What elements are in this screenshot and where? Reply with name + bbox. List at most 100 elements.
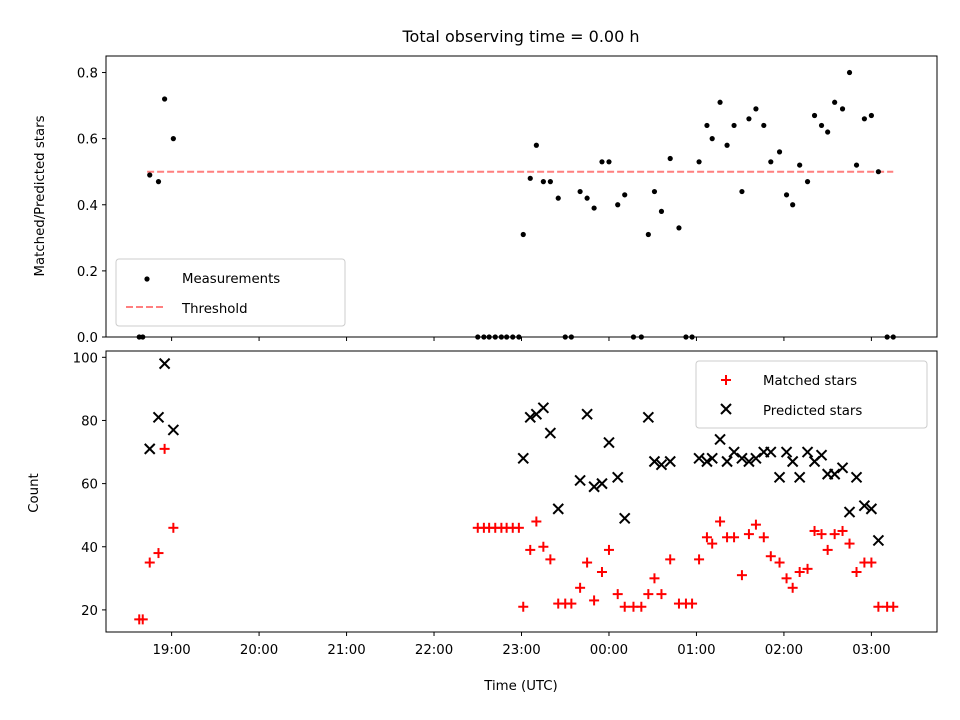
matched-star-point: [687, 598, 698, 609]
matched-star-point: [866, 557, 877, 568]
measurement-point: [776, 149, 783, 155]
matched-star-point: [715, 516, 726, 527]
predicted-star-point: [574, 474, 586, 487]
measurement-point: [658, 208, 665, 214]
bottom-x-ticks: 19:00 20:00 21:00 22:00 23:00 00:00 01:00 02:00…: [152, 632, 891, 658]
top-y-tick-label: 0.0: [77, 331, 98, 346]
ratio-panel: Total observing time = 0.00 h 0.00.20.40…: [33, 27, 938, 346]
predicted-star-point: [581, 408, 593, 420]
matched-star-point: [665, 554, 676, 565]
matched-star-point: [168, 522, 179, 533]
top-x-ticks: [171, 337, 872, 341]
predicted-star-point: [517, 452, 529, 465]
predicted-star-point: [152, 411, 165, 424]
matched-star-point: [137, 614, 148, 625]
measurement-point: [599, 159, 605, 165]
matched-star-point: [159, 443, 170, 454]
measurement-point: [155, 179, 162, 185]
predicted-star-point: [524, 411, 536, 424]
bottom-y-tick-label: 80: [81, 414, 98, 429]
predicted-star-point: [167, 424, 180, 436]
matched-star-point: [809, 525, 820, 536]
matched-star-point: [822, 544, 833, 555]
predicted-star-point: [858, 500, 871, 512]
matched-star-point: [694, 554, 705, 565]
measurement-point: [846, 69, 853, 76]
matched-star-point: [729, 532, 740, 543]
predicted-star-point: [158, 357, 171, 370]
matched-star-point: [758, 532, 769, 543]
predicted-star-point: [836, 462, 849, 474]
legend-predicted-marker: [720, 403, 732, 415]
measurement-point: [790, 202, 796, 208]
bottom-y-tick-label: 100: [73, 351, 98, 366]
bottom-y-tick-label: 60: [81, 478, 98, 493]
predicted-star-point: [721, 455, 733, 468]
measurement-point: [547, 179, 553, 185]
matched-star-point: [531, 516, 542, 527]
predicted-star-point: [612, 471, 624, 483]
predicted-star-point: [786, 455, 799, 468]
predicted-star-point: [743, 455, 755, 468]
predicted-star-point: [780, 446, 793, 458]
x-tick-label: 23:00: [502, 643, 540, 658]
matched-star-point: [575, 582, 586, 593]
matched-star-point: [612, 589, 623, 600]
measurement-point: [577, 188, 583, 195]
matched-star-point: [649, 573, 660, 584]
matched-star-point: [545, 554, 556, 565]
measurement-point: [555, 195, 561, 201]
measurement-point: [739, 188, 745, 195]
measurement-point: [783, 192, 790, 198]
matched-star-point: [525, 544, 536, 555]
x-tick-label: 02:00: [765, 643, 803, 658]
predicted-star-point: [714, 433, 726, 446]
measurement-point: [853, 162, 860, 168]
predicted-star-point: [765, 446, 777, 458]
bottom-legend: Matched stars Predicted stars: [695, 360, 928, 429]
top-y-tick-label: 0.8: [77, 67, 98, 82]
measurement-point: [818, 122, 825, 129]
measurement-point: [162, 96, 168, 102]
bottom-y-tick-label: 20: [81, 604, 98, 619]
measurement-point: [731, 122, 737, 129]
matched-star-point: [656, 589, 667, 600]
predicted-star-point: [544, 427, 557, 439]
matched-star-point: [596, 567, 607, 578]
measurement-point: [861, 116, 867, 122]
measurement-point: [717, 99, 723, 105]
predicted-star-point: [144, 443, 156, 455]
bottom-y-axis-label: Count: [27, 473, 42, 513]
x-tick-label: 20:00: [240, 643, 278, 658]
chart-title: Total observing time = 0.00 h: [401, 27, 639, 46]
measurement-point: [704, 122, 710, 129]
measurement-point: [804, 179, 811, 185]
matched-star-point: [513, 522, 524, 533]
predicted-star-point: [843, 506, 856, 518]
predicted-star-point: [750, 452, 762, 465]
matched-star-point: [844, 538, 855, 549]
measurement-point: [520, 231, 526, 238]
measurement-point: [615, 202, 621, 208]
matched-star-point: [707, 538, 718, 549]
matched-star-point: [538, 541, 549, 552]
matched-star-point: [837, 525, 848, 536]
measurement-point: [696, 159, 702, 165]
matched-star-point: [873, 601, 884, 612]
measurement-point: [797, 162, 803, 168]
measurement-point: [676, 225, 682, 231]
x-tick-label: 01:00: [677, 643, 715, 658]
matched-star-point: [743, 529, 754, 540]
measurement-point: [825, 129, 831, 135]
matched-star-point: [829, 529, 840, 540]
matched-star-point: [816, 529, 827, 540]
measurement-point: [768, 159, 774, 165]
x-tick-label: 03:00: [852, 643, 890, 658]
legend-predicted-label: Predicted stars: [763, 404, 862, 419]
measurement-point: [868, 112, 874, 119]
top-y-tick-label: 0.2: [77, 265, 98, 280]
measurement-point: [591, 205, 597, 211]
matched-star-point: [619, 601, 630, 612]
